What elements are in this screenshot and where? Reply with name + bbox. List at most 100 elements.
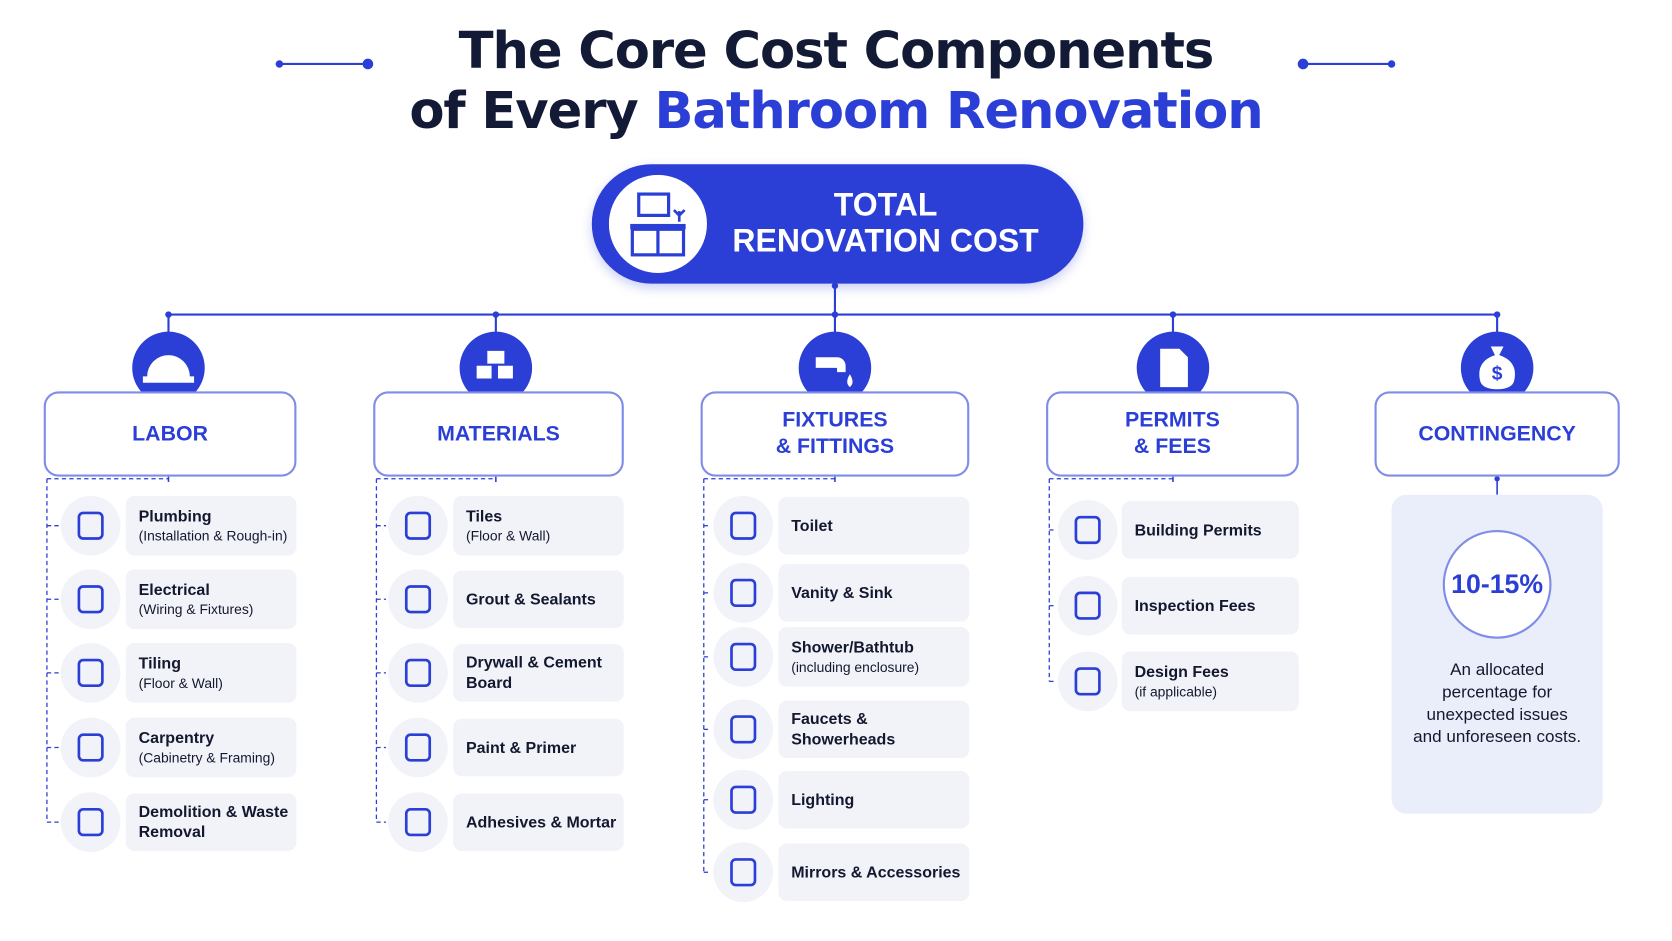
item-glyph [730, 785, 757, 814]
title-line-1: The Core Cost Components [458, 21, 1215, 82]
item-icon [388, 642, 448, 703]
connector-dot [1169, 311, 1177, 318]
root-node: TOTAL RENOVATION COST [591, 164, 1084, 284]
item-glyph [404, 585, 432, 614]
item-icon [1057, 651, 1118, 712]
item-glyph [404, 808, 432, 837]
item-glyph [1074, 591, 1101, 620]
item-icon [60, 792, 121, 852]
title-line-2: of Every Bathroom Renovation [0, 81, 1672, 141]
item-icon [1057, 575, 1118, 636]
item-icon [1057, 500, 1118, 560]
item-card: Paint & Primer [453, 718, 624, 777]
item-glyph [404, 511, 432, 540]
item-title: Toilet [791, 516, 833, 535]
item-icon [713, 769, 774, 830]
item-title: Tiling [138, 654, 181, 673]
item-glyph [77, 585, 104, 614]
item-glyph [730, 858, 757, 887]
item-icon [713, 563, 774, 623]
item-card: Mirrors & Accessories [778, 843, 970, 902]
item-note: (if applicable) [1134, 682, 1218, 699]
item-icon [60, 717, 121, 778]
item-card: Faucets & Showerheads [778, 700, 970, 759]
item-title: Lighting [791, 790, 855, 809]
item-icon [713, 495, 774, 556]
heading-text: PERMITS [1125, 408, 1220, 432]
item-card: Demolition & Waste Removal [125, 793, 297, 851]
heading-text: & FITTINGS [775, 435, 895, 459]
item-icon [60, 569, 121, 630]
heading-text: MATERIALS [437, 421, 560, 446]
item-glyph [77, 658, 104, 687]
header-glyph [142, 355, 195, 383]
connector-dot [165, 311, 172, 318]
contingency-range: 10-15% [1442, 529, 1552, 639]
item-title: Mirrors & Accessories [791, 863, 961, 882]
connector-dot [492, 311, 500, 318]
item-title: Building Permits [1134, 520, 1262, 540]
item-title: Shower/Bathtub [791, 638, 914, 657]
header-glyph [1160, 348, 1188, 388]
item-title: Vanity & Sink [791, 583, 893, 602]
item-icon [60, 495, 121, 556]
heading-text: & FEES [1133, 435, 1211, 459]
heading-text: CONTINGENCY [1418, 421, 1576, 446]
item-card: Tiles (Floor & Wall) [453, 495, 624, 556]
item-glyph [404, 733, 432, 762]
item-icon [713, 627, 774, 687]
item-title: Drywall & Cement Board [465, 653, 602, 693]
item-glyph [730, 578, 757, 608]
column-heading: FIXTURES & FITTINGS [700, 391, 970, 477]
item-card: Inspection Fees [1121, 576, 1299, 635]
root-icon [608, 174, 707, 273]
header-glyph [1479, 346, 1515, 390]
header-icon [459, 331, 533, 405]
contingency-heading: CONTINGENCY [1374, 391, 1620, 477]
heading-text: LABOR [132, 421, 208, 446]
item-title: Inspection Fees [1134, 596, 1256, 615]
heading-text: FIXTURES [782, 408, 888, 432]
item-note: (Wiring & Fixtures) [138, 600, 254, 617]
root-label: TOTAL RENOVATION COST [730, 188, 1040, 261]
item-glyph [77, 511, 104, 540]
item-note: (including enclosure) [791, 658, 920, 675]
column-heading: PERMITS & FEES [1046, 391, 1299, 477]
item-card: Toilet [778, 496, 970, 555]
item-glyph [730, 511, 757, 540]
item-title: Carpentry [138, 728, 215, 747]
column-heading: MATERIALS [373, 391, 624, 477]
connector-dot [831, 282, 839, 289]
title-ornaments [275, 58, 1396, 70]
item-title: Faucets & Showerheads [791, 710, 896, 749]
item-card: Tiling (Floor & Wall) [125, 642, 297, 703]
item-card: Carpentry (Cabinetry & Framing) [125, 717, 297, 778]
item-icon [388, 717, 448, 778]
item-icon [388, 495, 448, 556]
item-card: Electrical (Wiring & Fixtures) [125, 569, 297, 630]
root-line: RENOVATION COST [732, 223, 1039, 260]
connector-dot [1493, 311, 1501, 318]
item-title: Plumbing [138, 507, 212, 526]
header-glyph: $ [1492, 364, 1503, 385]
column-heading: LABOR [43, 391, 297, 477]
contingency-description: An allocated percentage for unexpected i… [1413, 661, 1582, 747]
item-glyph [730, 642, 757, 671]
connector-dot [1494, 476, 1500, 482]
header-glyph [815, 357, 853, 388]
item-title: Paint & Primer [465, 738, 577, 757]
item-glyph [77, 733, 104, 762]
item-glyph [1074, 515, 1101, 545]
item-card: Design Fees (if applicable) [1121, 651, 1299, 712]
item-title: Electrical [138, 580, 210, 599]
item-card: Grout & Sealants [453, 570, 624, 629]
header-glyph [476, 350, 513, 379]
item-icon [713, 699, 774, 760]
item-icon [713, 842, 774, 903]
root-line: TOTAL [833, 187, 938, 223]
item-title: Demolition & Waste Removal [138, 802, 289, 842]
item-note: (Floor & Wall) [138, 674, 223, 691]
